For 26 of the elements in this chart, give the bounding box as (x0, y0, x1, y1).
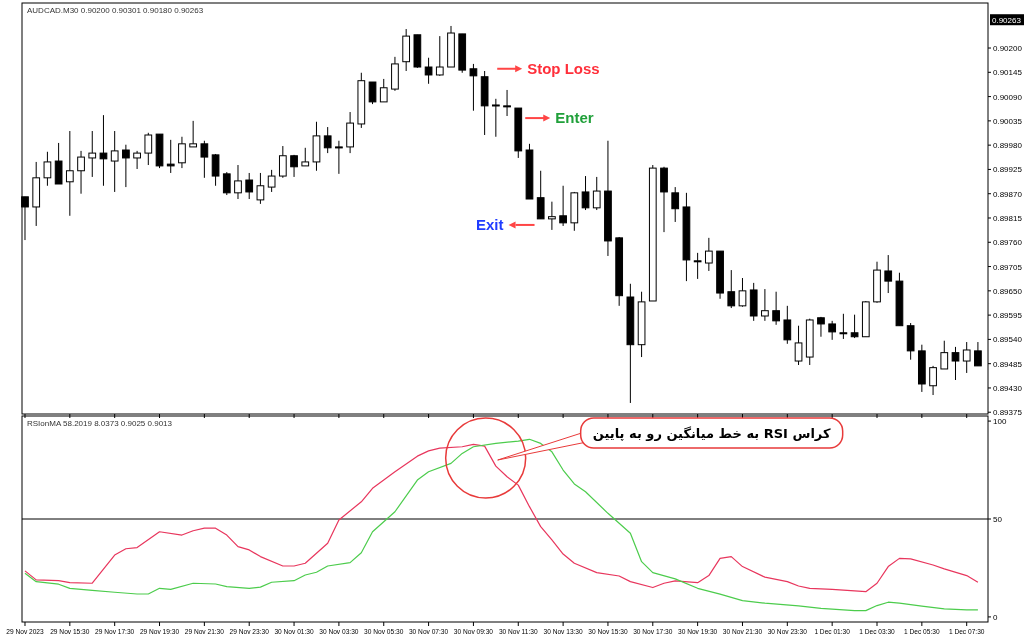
annotation: 0.90263 (992, 16, 1022, 26)
y-tick-label: 0.89375 (993, 408, 1023, 418)
annotation: Enter (555, 109, 594, 127)
y-tick-label: 0.89925 (993, 165, 1023, 175)
chart-title: AUDCAD.M30 0.90200 0.90301 0.90180 0.90263 (27, 6, 204, 15)
y-tick-label: 0.90090 (993, 92, 1023, 102)
y-tick-label: 0.89705 (993, 262, 1023, 272)
y-tick-label: 0.90145 (993, 68, 1023, 78)
annotation: کراس RSI به خط میانگین رو به پایین (592, 426, 831, 442)
annotation: Exit (476, 215, 504, 233)
y-tick-label: 0.89815 (993, 213, 1023, 223)
y-tick-label: 0 (993, 612, 998, 622)
y-tick-label: 0.90200 (993, 44, 1023, 54)
annotation: Stop Loss (527, 59, 600, 77)
y-tick-label: 0.89485 (993, 359, 1023, 369)
y-tick-label: 0.89870 (993, 189, 1023, 199)
y-tick-label: 0.89650 (993, 286, 1023, 296)
y-tick-label: 0.89430 (993, 383, 1023, 393)
y-tick-label: 100 (993, 417, 1007, 427)
y-tick-label: 0.89980 (993, 141, 1023, 151)
y-tick-label: 0.89540 (993, 335, 1023, 345)
y-tick-label: 50 (993, 515, 1003, 524)
y-tick-label: 0.89760 (993, 238, 1023, 248)
y-tick-label: 0.90035 (993, 116, 1023, 126)
chart-title: RSIonMA 58.2019 8.0373 0.9025 0.9013 (27, 419, 173, 428)
y-tick-label: 0.89595 (993, 311, 1023, 321)
